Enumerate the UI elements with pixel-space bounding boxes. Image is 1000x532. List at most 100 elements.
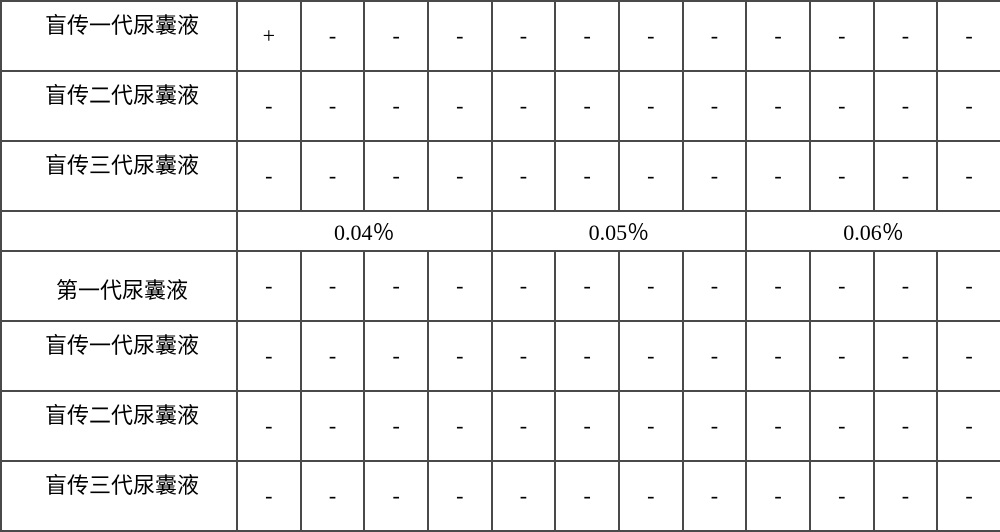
cell: - (746, 321, 810, 391)
cell: - (555, 391, 619, 461)
cell: - (555, 461, 619, 531)
cell: - (428, 321, 492, 391)
cell: - (428, 71, 492, 141)
cell: - (364, 321, 428, 391)
cell: - (683, 391, 747, 461)
cell: - (301, 321, 365, 391)
cell: - (555, 321, 619, 391)
cell: - (937, 1, 1000, 71)
cell: - (555, 1, 619, 71)
cell: - (810, 321, 874, 391)
cell: - (237, 141, 301, 211)
cell: - (492, 461, 556, 531)
percent-group: 0.04％ (237, 211, 492, 251)
cell: - (428, 461, 492, 531)
cell: - (619, 141, 683, 211)
cell: - (874, 141, 938, 211)
cell: - (428, 251, 492, 321)
cell: - (364, 71, 428, 141)
cell: - (555, 251, 619, 321)
cell: - (683, 321, 747, 391)
cell: - (874, 321, 938, 391)
cell: - (810, 251, 874, 321)
table-row: 盲传三代尿囊液 - - - - - - - - - - - - (1, 461, 1000, 531)
cell: - (937, 71, 1000, 141)
cell: - (619, 461, 683, 531)
cell: - (810, 461, 874, 531)
cell: - (301, 71, 365, 141)
cell: - (555, 141, 619, 211)
cell: - (428, 1, 492, 71)
cell: - (683, 461, 747, 531)
cell: - (683, 251, 747, 321)
cell: - (492, 251, 556, 321)
cell: - (237, 461, 301, 531)
cell: - (746, 391, 810, 461)
percent-row-label (1, 211, 237, 251)
cell: - (237, 321, 301, 391)
cell: - (237, 251, 301, 321)
cell: - (937, 251, 1000, 321)
cell: - (746, 1, 810, 71)
cell: - (746, 461, 810, 531)
cell: - (619, 71, 683, 141)
cell: - (301, 1, 365, 71)
cell: - (428, 391, 492, 461)
cell: - (937, 461, 1000, 531)
cell: - (619, 251, 683, 321)
cell: - (301, 461, 365, 531)
cell: - (428, 141, 492, 211)
cell: - (810, 141, 874, 211)
cell: - (492, 71, 556, 141)
data-table: 盲传一代尿囊液 + - - - - - - - - - - - 盲传二代尿囊液 … (0, 0, 1000, 532)
cell: - (874, 1, 938, 71)
row-label: 盲传三代尿囊液 (1, 141, 237, 211)
cell: - (874, 391, 938, 461)
table-container: 盲传一代尿囊液 + - - - - - - - - - - - 盲传二代尿囊液 … (0, 0, 1000, 501)
cell: - (364, 391, 428, 461)
cell: - (619, 321, 683, 391)
cell: - (492, 141, 556, 211)
cell: - (492, 321, 556, 391)
row-label: 盲传一代尿囊液 (1, 1, 237, 71)
percent-row: 0.04％ 0.05％ 0.06％ (1, 211, 1000, 251)
table-row: 盲传二代尿囊液 - - - - - - - - - - - - (1, 391, 1000, 461)
cell: - (874, 251, 938, 321)
cell: - (301, 141, 365, 211)
cell: - (619, 1, 683, 71)
table-row: 盲传二代尿囊液 - - - - - - - - - - - - (1, 71, 1000, 141)
cell: - (301, 391, 365, 461)
cell: - (492, 391, 556, 461)
percent-group: 0.05％ (492, 211, 747, 251)
cell: - (492, 1, 556, 71)
cell: - (746, 71, 810, 141)
cell: + (237, 1, 301, 71)
cell: - (810, 71, 874, 141)
row-label: 盲传二代尿囊液 (1, 71, 237, 141)
cell: - (237, 71, 301, 141)
row-label: 第一代尿囊液 (1, 251, 237, 321)
table-row: 盲传三代尿囊液 - - - - - - - - - - - - (1, 141, 1000, 211)
cell: - (364, 1, 428, 71)
cell: - (301, 251, 365, 321)
cell: - (874, 461, 938, 531)
row-label: 盲传一代尿囊液 (1, 321, 237, 391)
cell: - (364, 141, 428, 211)
percent-group: 0.06％ (746, 211, 1000, 251)
cell: - (364, 461, 428, 531)
cell: - (746, 251, 810, 321)
table-row: 盲传一代尿囊液 - - - - - - - - - - - - (1, 321, 1000, 391)
cell: - (874, 71, 938, 141)
cell: - (937, 321, 1000, 391)
cell: - (683, 141, 747, 211)
cell: - (937, 141, 1000, 211)
row-label: 盲传二代尿囊液 (1, 391, 237, 461)
cell: - (746, 141, 810, 211)
table-row: 盲传一代尿囊液 + - - - - - - - - - - - (1, 1, 1000, 71)
cell: - (810, 1, 874, 71)
cell: - (937, 391, 1000, 461)
cell: - (810, 391, 874, 461)
cell: - (555, 71, 619, 141)
cell: - (683, 1, 747, 71)
cell: - (683, 71, 747, 141)
